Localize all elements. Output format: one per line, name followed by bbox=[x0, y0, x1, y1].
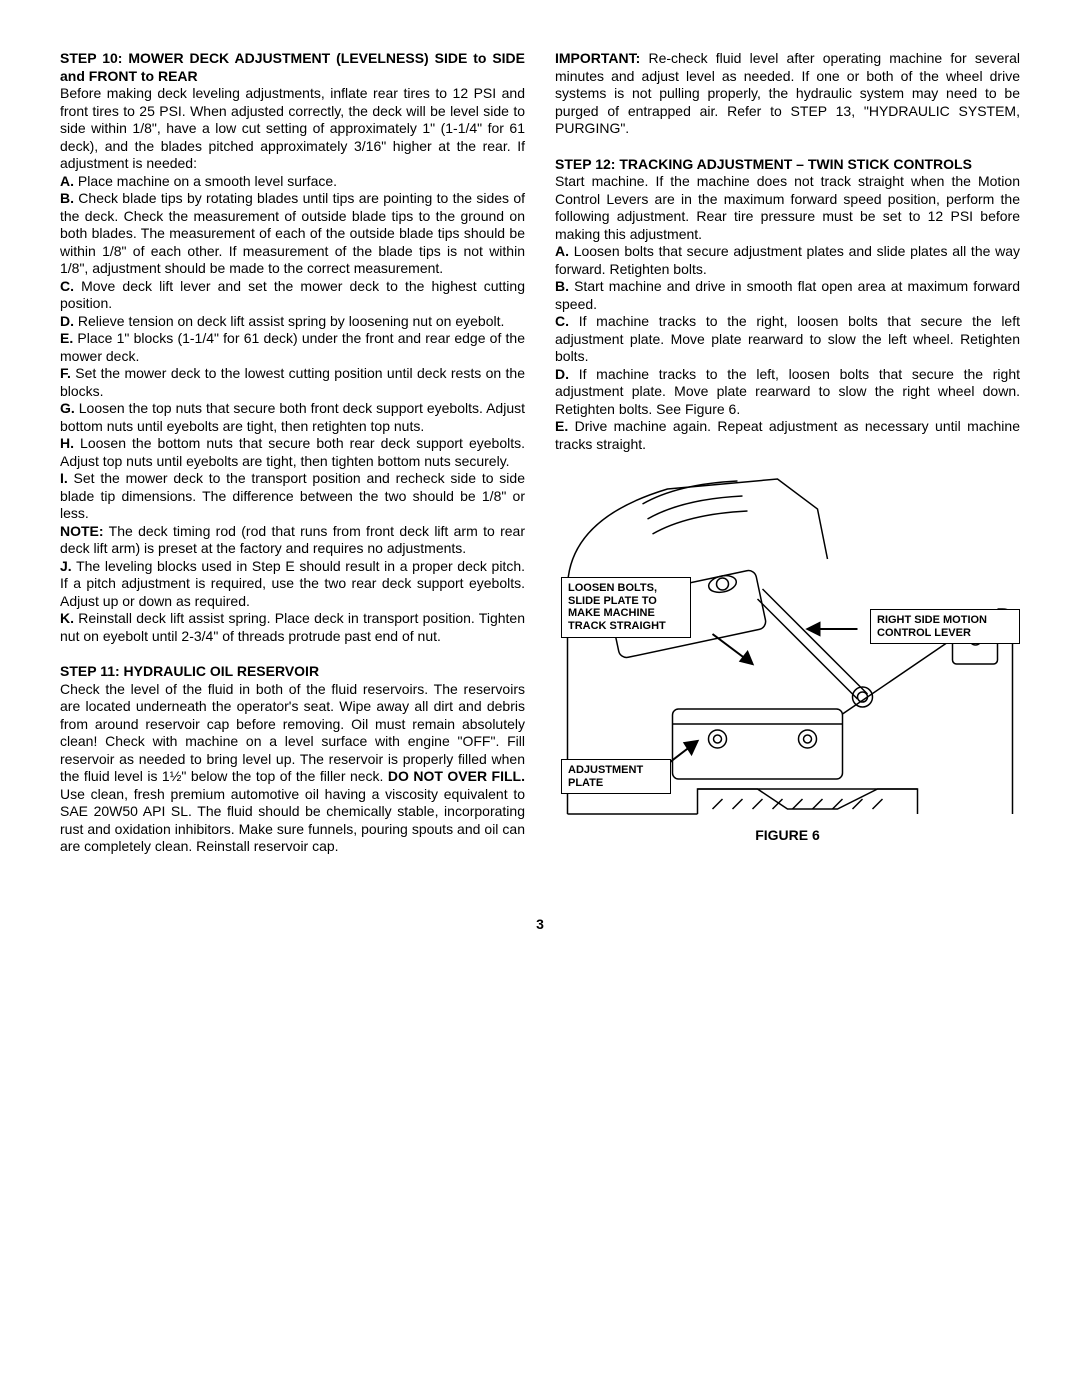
step10-b: B. Check blade tips by rotating blades u… bbox=[60, 190, 525, 278]
step11-heading: STEP 11: HYDRAULIC OIL RESERVOIR bbox=[60, 663, 525, 681]
label-j: J. bbox=[60, 558, 72, 574]
step10-heading: STEP 10: MOWER DECK ADJUSTMENT (LEVELNES… bbox=[60, 50, 525, 85]
step12-b: B. Start machine and drive in smooth fla… bbox=[555, 278, 1020, 313]
step12-heading: STEP 12: TRACKING ADJUSTMENT – TWIN STIC… bbox=[555, 156, 1020, 174]
step10-e: E. Place 1" blocks (1-1/4" for 61 deck) … bbox=[60, 330, 525, 365]
step10-h: H. Loosen the bottom nuts that secure bo… bbox=[60, 435, 525, 470]
step10-i: I. Set the mower deck to the transport p… bbox=[60, 470, 525, 523]
figure6-wrap: LOOSEN BOLTS, SLIDE PLATE TO MAKE MACHIN… bbox=[555, 469, 1020, 845]
step11-body: Check the level of the fluid in both of … bbox=[60, 681, 525, 856]
step11-post: Use clean, fresh premium automotive oil … bbox=[60, 786, 525, 855]
figure6-caption: FIGURE 6 bbox=[555, 827, 1020, 845]
label-12b: B. bbox=[555, 278, 569, 294]
text-a: Place machine on a smooth level surface. bbox=[74, 173, 337, 189]
step12-a: A. Loosen bolts that secure adjustment p… bbox=[555, 243, 1020, 278]
label-g: G. bbox=[60, 400, 75, 416]
text-12a: Loosen bolts that secure adjustment plat… bbox=[555, 243, 1020, 277]
step10-intro: Before making deck leveling adjustments,… bbox=[60, 85, 525, 173]
step10-k: K. Reinstall deck lift assist spring. Pl… bbox=[60, 610, 525, 645]
note-label: NOTE: bbox=[60, 523, 104, 539]
text-j: The leveling blocks used in Step E shoul… bbox=[60, 558, 525, 609]
callout-motion-lever: RIGHT SIDE MOTION CONTROL LEVER bbox=[870, 609, 1020, 644]
text-e: Place 1" blocks (1-1/4" for 61 deck) und… bbox=[60, 330, 525, 364]
text-12c: If machine tracks to the right, loosen b… bbox=[555, 313, 1020, 364]
label-d: D. bbox=[60, 313, 74, 329]
label-h: H. bbox=[60, 435, 74, 451]
text-12e: Drive machine again. Repeat adjustment a… bbox=[555, 418, 1020, 452]
step12-c: C. If machine tracks to the right, loose… bbox=[555, 313, 1020, 366]
step11-warn: DO NOT OVER FILL. bbox=[388, 768, 525, 784]
label-b: B. bbox=[60, 190, 74, 206]
label-12e: E. bbox=[555, 418, 568, 434]
step10-f: F. Set the mower deck to the lowest cutt… bbox=[60, 365, 525, 400]
callout-adjustment-plate: ADJUSTMENT PLATE bbox=[561, 759, 671, 794]
step10-note: NOTE: The deck timing rod (rod that runs… bbox=[60, 523, 525, 558]
label-12c: C. bbox=[555, 313, 569, 329]
label-c: C. bbox=[60, 278, 74, 294]
step10-d: D. Relieve tension on deck lift assist s… bbox=[60, 313, 525, 331]
step10-c: C. Move deck lift lever and set the mowe… bbox=[60, 278, 525, 313]
text-d: Relieve tension on deck lift assist spri… bbox=[74, 313, 504, 329]
text-b: Check blade tips by rotating blades unti… bbox=[60, 190, 525, 276]
label-12a: A. bbox=[555, 243, 569, 259]
important-para: IMPORTANT: Re-check fluid level after op… bbox=[555, 50, 1020, 138]
text-f: Set the mower deck to the lowest cutting… bbox=[60, 365, 525, 399]
text-h: Loosen the bottom nuts that secure both … bbox=[60, 435, 525, 469]
step10-a: A. Place machine on a smooth level surfa… bbox=[60, 173, 525, 191]
callout-loosen-bolts: LOOSEN BOLTS, SLIDE PLATE TO MAKE MACHIN… bbox=[561, 577, 691, 638]
label-i: I. bbox=[60, 470, 68, 486]
label-a: A. bbox=[60, 173, 74, 189]
right-column: IMPORTANT: Re-check fluid level after op… bbox=[555, 50, 1020, 856]
text-12b: Start machine and drive in smooth flat o… bbox=[555, 278, 1020, 312]
step12-d: D. If machine tracks to the left, loosen… bbox=[555, 366, 1020, 419]
label-k: K. bbox=[60, 610, 74, 626]
text-g: Loosen the top nuts that secure both fro… bbox=[60, 400, 525, 434]
important-label: IMPORTANT: bbox=[555, 50, 640, 66]
text-12d: If machine tracks to the left, loosen bo… bbox=[555, 366, 1020, 417]
step12-intro: Start machine. If the machine does not t… bbox=[555, 173, 1020, 243]
left-column: STEP 10: MOWER DECK ADJUSTMENT (LEVELNES… bbox=[60, 50, 525, 856]
step10-g: G. Loosen the top nuts that secure both … bbox=[60, 400, 525, 435]
step10-j: J. The leveling blocks used in Step E sh… bbox=[60, 558, 525, 611]
figure6-diagram: LOOSEN BOLTS, SLIDE PLATE TO MAKE MACHIN… bbox=[555, 469, 1020, 819]
step12-e: E. Drive machine again. Repeat adjustmen… bbox=[555, 418, 1020, 453]
label-e: E. bbox=[60, 330, 73, 346]
two-column-layout: STEP 10: MOWER DECK ADJUSTMENT (LEVELNES… bbox=[60, 50, 1020, 856]
label-f: F. bbox=[60, 365, 71, 381]
text-c: Move deck lift lever and set the mower d… bbox=[60, 278, 525, 312]
label-12d: D. bbox=[555, 366, 569, 382]
page-number: 3 bbox=[60, 916, 1020, 934]
text-i: Set the mower deck to the transport posi… bbox=[60, 470, 525, 521]
note-text: The deck timing rod (rod that runs from … bbox=[60, 523, 525, 557]
text-k: Reinstall deck lift assist spring. Place… bbox=[60, 610, 525, 644]
